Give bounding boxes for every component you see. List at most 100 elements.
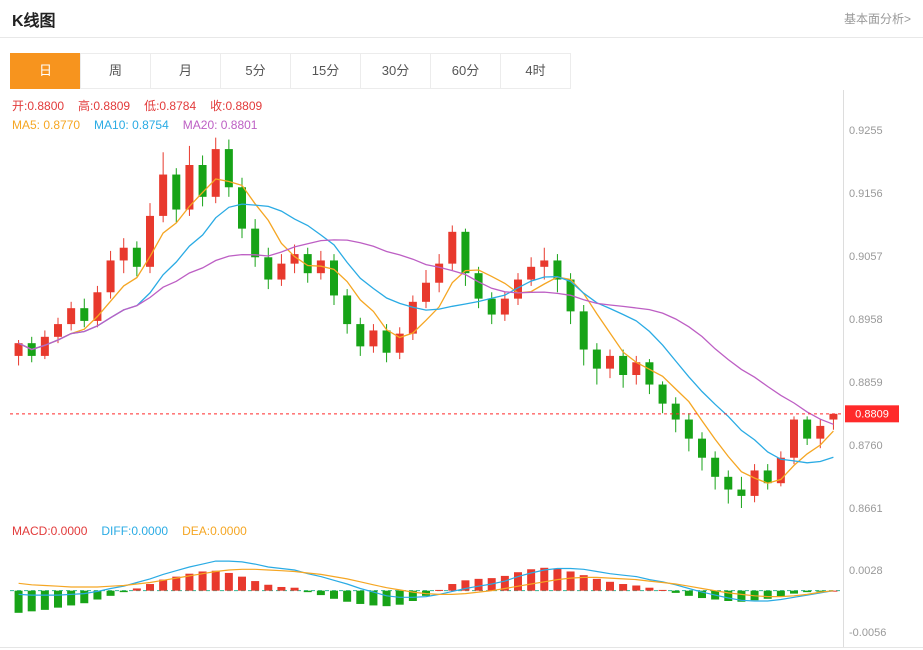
macd-bar (592, 578, 601, 591)
tab-month[interactable]: 月 (150, 53, 221, 89)
legend-macd: MACD:0.0000 (12, 524, 88, 538)
candle-body (185, 165, 194, 210)
candle-body (238, 187, 246, 229)
candle-body (14, 343, 23, 356)
candle-body (356, 324, 365, 347)
tab-4hour[interactable]: 4时 (500, 53, 571, 89)
macd-bar (684, 590, 693, 596)
macd-bar (40, 590, 49, 610)
macd-bar (579, 575, 588, 591)
macd-bar (763, 590, 772, 599)
macd-bar (172, 576, 181, 591)
candle-body (671, 403, 680, 420)
fundamental-analysis-link[interactable]: 基本面分析> (843, 12, 911, 26)
macd-bar (803, 590, 812, 593)
macd-legend: MACD:0.0000 DIFF:0.0000 DEA:0.0000 (12, 524, 261, 538)
price-axis-label: 0.9057 (849, 251, 883, 263)
tab-day[interactable]: 日 (10, 53, 81, 89)
macd-bar (382, 590, 391, 607)
macd-bar (54, 590, 62, 608)
macd-bar (14, 590, 23, 613)
main-kline-chart[interactable]: 0.9255 0.9156 0.9057 0.8958 0.8859 0.8760 0.86… (0, 90, 923, 520)
candle-body (80, 308, 89, 321)
candle-body (790, 419, 798, 458)
price-axis-label: 0.8859 (849, 377, 883, 389)
candle-body (658, 384, 667, 404)
diff-line (18, 560, 834, 602)
candle-body (277, 263, 286, 280)
legend-low: 低:0.8784 (144, 99, 197, 113)
candle-body (553, 260, 562, 280)
macd-bar (645, 587, 654, 591)
candle-body (106, 260, 115, 293)
macd-bar (264, 584, 273, 591)
page-title: K线图 (12, 12, 56, 30)
ma-legend: MA5: 0.8770 MA10: 0.8754 MA20: 0.8801 (12, 118, 271, 132)
tab-60min[interactable]: 60分 (430, 53, 501, 89)
timeframe-tabs: 日周月 5分 15分 30分 60分 4时 (10, 53, 571, 89)
macd-bar (737, 590, 746, 602)
candle-body (579, 311, 588, 350)
macd-bar (330, 590, 338, 599)
candle-body (684, 419, 693, 439)
bottom-divider (0, 647, 923, 648)
macd-bar (500, 575, 509, 591)
candle-body (395, 333, 404, 353)
macd-bar (159, 579, 168, 591)
candle-body (514, 279, 522, 299)
macd-bar (290, 587, 299, 591)
candle-body (711, 457, 720, 477)
ma10-line (18, 203, 834, 464)
macd-bar (790, 590, 798, 594)
legend-diff: DIFF:0.0000 (101, 524, 169, 538)
candle-body (264, 257, 273, 280)
legend-high: 高:0.8809 (78, 99, 131, 113)
candle-body (645, 362, 654, 385)
candle-body (803, 419, 812, 439)
candle-body (606, 355, 614, 369)
candle-body (382, 330, 391, 353)
macd-bar (566, 571, 575, 591)
candle-body (829, 413, 838, 420)
candle-body (54, 324, 62, 337)
candle-body (816, 425, 825, 439)
price-axis-label: 0.8760 (849, 440, 883, 452)
macd-bar (632, 585, 641, 591)
candle-body (500, 298, 509, 315)
macd-bar (343, 590, 352, 602)
macd-bar (514, 572, 522, 591)
candle-body (251, 228, 260, 258)
candle-body (290, 254, 299, 264)
tab-week[interactable]: 周 (80, 53, 151, 89)
ma5-line (18, 178, 834, 484)
candle-body (93, 292, 102, 321)
tab-5min[interactable]: 5分 (220, 53, 291, 89)
macd-bar (185, 573, 194, 591)
macd-chart[interactable]: 0.0028 -0.0056 (0, 520, 923, 648)
macd-axis-label: 0.0028 (849, 565, 883, 577)
candle-body (119, 247, 128, 261)
macd-bar (408, 590, 417, 601)
macd-axis-label: -0.0056 (849, 627, 886, 639)
candle-body (435, 263, 444, 283)
macd-bar (698, 590, 706, 599)
price-axis-label: 0.9156 (849, 188, 883, 200)
legend-ma5: MA5: 0.8770 (12, 118, 81, 132)
candle-body (343, 295, 352, 325)
tab-15min[interactable]: 15分 (290, 53, 361, 89)
candle-body (724, 476, 733, 490)
ma20-line (18, 239, 834, 425)
macd-bar (461, 580, 470, 591)
macd-bar (238, 576, 246, 591)
tab-30min[interactable]: 30分 (360, 53, 431, 89)
candle-body (224, 149, 233, 188)
price-axis-label: 0.9255 (849, 125, 883, 137)
macd-bar (474, 578, 483, 591)
candle-body (540, 260, 549, 267)
candle-body (159, 174, 168, 216)
macd-bar (606, 581, 614, 591)
header: K线图 基本面分析> (0, 0, 923, 38)
candle-body (592, 349, 601, 369)
candle-body (763, 470, 772, 484)
